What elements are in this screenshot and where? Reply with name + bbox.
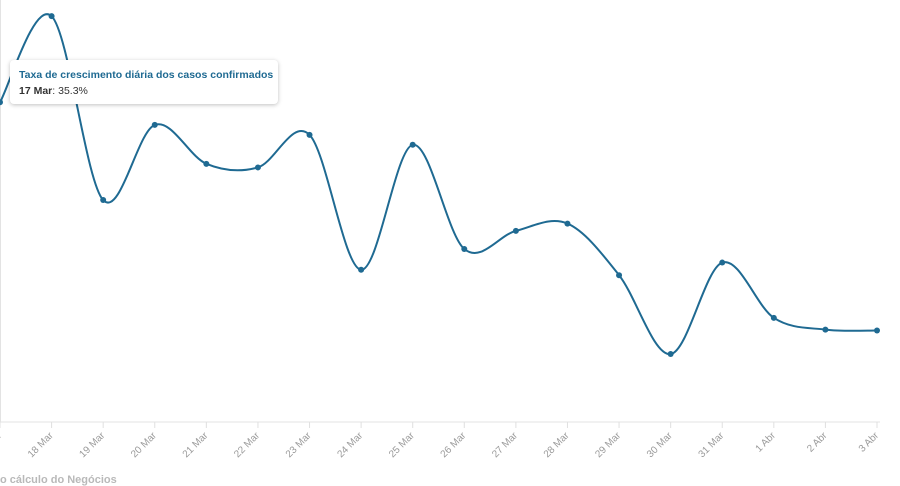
data-point-7[interactable] bbox=[306, 131, 313, 138]
x-axis-tick-labels: Mar 18 Mar 19 Mar 20 Mar 21 Mar 22 Mar 23 Mar 2… bbox=[0, 430, 882, 460]
x-axis-ticks bbox=[0, 422, 878, 428]
x-tick-label: 21 Mar bbox=[181, 430, 211, 460]
x-tick-label: 3 Abr bbox=[857, 430, 882, 455]
data-point-1[interactable] bbox=[0, 99, 3, 106]
chart-tooltip: Taxa de crescimento diária dos casos con… bbox=[10, 60, 278, 104]
data-point-3[interactable] bbox=[100, 197, 107, 204]
x-tick-label: 31 Mar bbox=[697, 430, 727, 460]
x-tick-label: 24 Mar bbox=[335, 430, 365, 460]
x-tick-label: 25 Mar bbox=[387, 430, 417, 460]
data-point-13[interactable] bbox=[616, 272, 623, 279]
tooltip-body: 17 Mar: 35.3% bbox=[19, 85, 88, 97]
data-point-9[interactable] bbox=[409, 141, 416, 148]
x-tick-label: 23 Mar bbox=[284, 430, 314, 460]
data-point-10[interactable] bbox=[461, 245, 468, 252]
data-point-18[interactable] bbox=[874, 327, 880, 334]
data-point-5[interactable] bbox=[203, 160, 210, 167]
x-tick-label: 22 Mar bbox=[232, 430, 262, 460]
data-point-11[interactable] bbox=[512, 227, 519, 234]
x-tick-label: 29 Mar bbox=[593, 430, 623, 460]
tooltip-value: 35.3% bbox=[58, 85, 88, 97]
x-tick-label: 20 Mar bbox=[129, 430, 159, 460]
data-point-16[interactable] bbox=[770, 314, 777, 321]
data-point-4[interactable] bbox=[151, 121, 158, 128]
x-tick-label: 18 Mar bbox=[26, 430, 56, 460]
series-line bbox=[0, 13, 878, 356]
x-tick-label: 1 Abr bbox=[754, 430, 779, 455]
x-tick-label: 30 Mar bbox=[645, 430, 675, 460]
x-tick-label: 19 Mar bbox=[78, 430, 108, 460]
series-points bbox=[0, 13, 880, 358]
tooltip-date: 17 Mar bbox=[19, 85, 53, 97]
x-tick-label: 27 Mar bbox=[490, 430, 520, 460]
data-point-6[interactable] bbox=[254, 164, 261, 171]
data-point-8[interactable] bbox=[358, 266, 365, 273]
data-point-17[interactable] bbox=[822, 326, 829, 333]
tooltip-title: Taxa de crescimento diária dos casos con… bbox=[19, 69, 274, 81]
x-tick-label: 2 Abr bbox=[805, 430, 830, 455]
x-tick-label: 28 Mar bbox=[542, 430, 572, 460]
data-point-2[interactable] bbox=[48, 13, 55, 20]
data-point-14[interactable] bbox=[667, 351, 674, 358]
data-point-15[interactable] bbox=[719, 259, 726, 266]
x-tick-label: 26 Mar bbox=[439, 430, 469, 460]
source-note: o cálculo do Negócios bbox=[0, 474, 117, 486]
data-point-12[interactable] bbox=[564, 220, 571, 227]
x-tick-label: Mar bbox=[0, 430, 5, 450]
